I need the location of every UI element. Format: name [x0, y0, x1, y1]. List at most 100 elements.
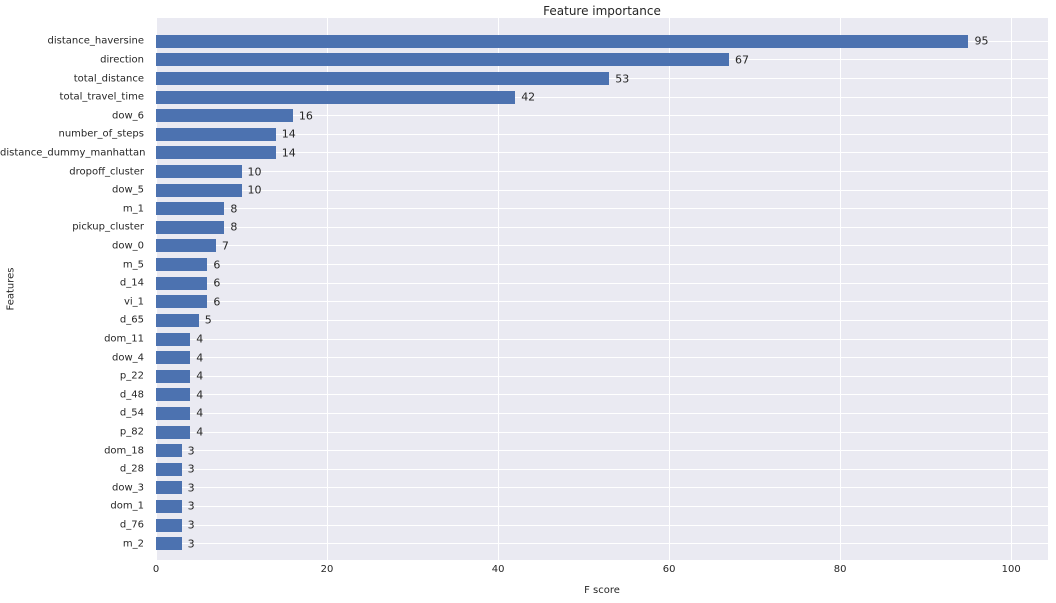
bar: [156, 277, 207, 290]
bar-value-label: 4: [196, 333, 203, 346]
y-gridline: [156, 543, 1048, 544]
y-gridline: [156, 264, 1048, 265]
bar-value-label: 4: [196, 351, 203, 364]
x-tick-label: 60: [663, 564, 676, 575]
y-tick-label: dropoff_cluster: [0, 166, 150, 177]
y-tick-labels: distance_haversine direction total_distanc…: [0, 18, 150, 560]
x-tick-label: 20: [321, 564, 334, 575]
y-gridline: [156, 394, 1048, 395]
bar: [156, 519, 182, 532]
y-gridline: [156, 208, 1048, 209]
bar-value-label: 3: [188, 481, 195, 494]
x-tick-label: 0: [153, 564, 159, 575]
y-gridline: [156, 357, 1048, 358]
y-gridline: [156, 320, 1048, 321]
x-tick-labels: 0 20 40 60 80 100: [156, 564, 1048, 578]
bar: [156, 53, 729, 66]
y-gridline: [156, 245, 1048, 246]
y-tick-label: dow_4: [0, 352, 150, 363]
bar-value-label: 67: [735, 53, 749, 66]
bar-value-label: 6: [213, 258, 220, 271]
y-gridline: [156, 283, 1048, 284]
bar-value-label: 3: [188, 519, 195, 532]
y-gridline: [156, 171, 1048, 172]
bar: [156, 165, 242, 178]
y-tick-label: d_28: [0, 464, 150, 475]
y-tick-label: dow_3: [0, 482, 150, 493]
y-tick-label: distance_haversine: [0, 36, 150, 47]
bar: [156, 128, 276, 141]
bar-value-label: 4: [196, 426, 203, 439]
y-gridline: [156, 227, 1048, 228]
x-gridline: [840, 18, 841, 560]
bar-value-label: 16: [299, 109, 313, 122]
bar: [156, 481, 182, 494]
bar-value-label: 6: [213, 277, 220, 290]
bar-value-label: 7: [222, 239, 229, 252]
bar: [156, 444, 182, 457]
y-tick-label: d_76: [0, 520, 150, 531]
bar: [156, 351, 190, 364]
y-tick-label: d_65: [0, 315, 150, 326]
y-tick-label: dow_0: [0, 240, 150, 251]
y-tick-label: p_22: [0, 371, 150, 382]
y-tick-label: dom_11: [0, 334, 150, 345]
bar: [156, 407, 190, 420]
y-tick-label: d_54: [0, 408, 150, 419]
x-tick-label: 80: [834, 564, 847, 575]
bar-value-label: 3: [188, 463, 195, 476]
bar-value-label: 10: [248, 165, 262, 178]
bar: [156, 463, 182, 476]
x-tick-label: 100: [1002, 564, 1021, 575]
y-tick-label: m_1: [0, 203, 150, 214]
y-gridline: [156, 376, 1048, 377]
bar-value-label: 8: [230, 202, 237, 215]
bar: [156, 295, 207, 308]
bar: [156, 314, 199, 327]
x-tick-label: 40: [492, 564, 505, 575]
bar-value-label: 3: [188, 500, 195, 513]
y-gridline: [156, 506, 1048, 507]
bar: [156, 202, 224, 215]
bar-value-label: 95: [974, 35, 988, 48]
bar-value-label: 4: [196, 388, 203, 401]
y-gridline: [156, 301, 1048, 302]
x-gridline: [669, 18, 670, 560]
bar: [156, 72, 609, 85]
y-gridline: [156, 525, 1048, 526]
bar-value-label: 14: [282, 146, 296, 159]
y-tick-label: m_2: [0, 538, 150, 549]
bar: [156, 370, 190, 383]
figure: Feature importance Features distance_hav…: [0, 0, 1056, 603]
bar-value-label: 6: [213, 295, 220, 308]
y-tick-label: m_5: [0, 259, 150, 270]
y-gridline: [156, 450, 1048, 451]
bar-value-label: 3: [188, 444, 195, 457]
bar: [156, 537, 182, 550]
x-gridline: [1011, 18, 1012, 560]
bar-value-label: 42: [521, 91, 535, 104]
y-tick-label: dow_6: [0, 110, 150, 121]
bar-value-label: 5: [205, 314, 212, 327]
bar: [156, 333, 190, 346]
bar: [156, 109, 293, 122]
y-tick-label: distance_dummy_manhattan: [0, 147, 150, 158]
bar: [156, 146, 276, 159]
y-tick-label: total_distance: [0, 73, 150, 84]
y-gridline: [156, 190, 1048, 191]
y-tick-label: d_48: [0, 389, 150, 400]
y-gridline: [156, 487, 1048, 488]
bar: [156, 91, 515, 104]
y-tick-label: p_82: [0, 427, 150, 438]
bar: [156, 239, 216, 252]
y-tick-label: direction: [0, 54, 150, 65]
chart-title: Feature importance: [156, 4, 1048, 18]
y-tick-label: pickup_cluster: [0, 222, 150, 233]
plot-area: 9567534216141410108876665444444333333: [156, 18, 1048, 560]
bar: [156, 426, 190, 439]
bar-value-label: 8: [230, 221, 237, 234]
y-gridline: [156, 432, 1048, 433]
y-tick-label: d_14: [0, 278, 150, 289]
bar-value-label: 4: [196, 407, 203, 420]
bar-value-label: 10: [248, 184, 262, 197]
